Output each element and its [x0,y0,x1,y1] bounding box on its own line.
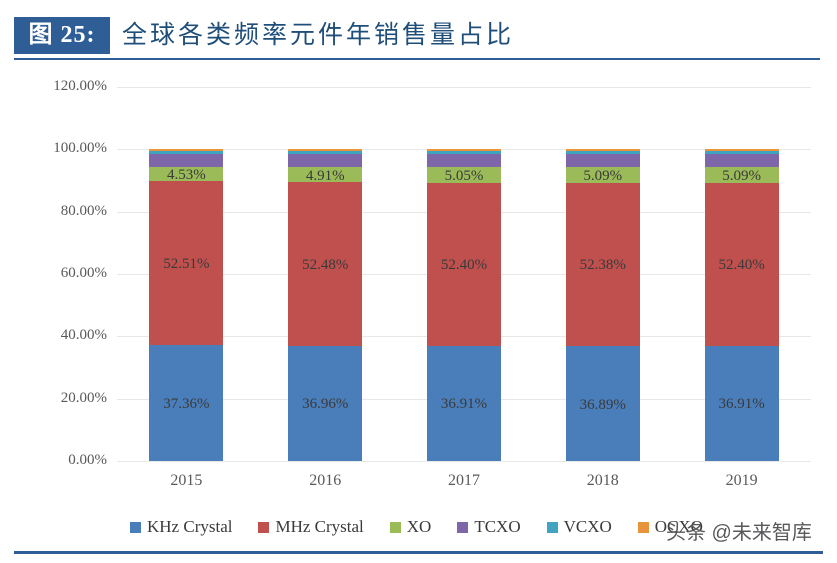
bar-segment[interactable] [427,154,501,167]
bar-column[interactable]: 36.89% 52.38% 5.09% [565,87,640,461]
legend-swatch-icon [546,521,558,533]
watermark-text: 头条 @未来智库 [666,522,812,544]
bar-column[interactable]: 37.36% 52.51% 4.53% [149,87,224,461]
bar-segment[interactable] [288,182,363,346]
bar-segment[interactable] [565,149,640,151]
x-axis-tick-label: 2017 [448,472,480,489]
bar-segment[interactable] [149,166,224,181]
bar-segment[interactable] [427,345,501,461]
legend-label: XO [406,517,432,536]
y-axis-tick-label: 20.00% [60,389,107,406]
bar-segment[interactable] [565,346,640,461]
bar-segment[interactable] [427,166,501,183]
legend-label: OCXO [654,517,703,536]
legend-label: VCXO [563,517,612,536]
bar-segment[interactable] [288,166,363,183]
chart-gridline [117,461,811,462]
x-axis-tick-label: 2015 [170,472,203,489]
legend-swatch-icon [258,521,270,533]
bar-segment[interactable] [427,182,501,346]
bar-segment[interactable] [149,344,224,461]
legend-item[interactable]: KHz Crystal [130,517,232,537]
y-axis-tick-label: 40.00% [60,327,107,344]
y-axis-tick-label: 100.00% [53,140,107,157]
legend-label: MHz Crystal [275,517,364,536]
legend-item[interactable]: TCXO [457,517,521,537]
chart-legend: KHz Crystal MHz Crystal XO TCXO VCXO OCXO [130,516,729,538]
plot-area: 37.36% 52.51% 4.53% 36.96% 52.48% 4.91% 36.91%… [117,87,811,462]
bar-segment[interactable] [288,150,363,155]
legend-item[interactable]: VCXO [546,517,612,537]
chart-gridline [117,87,811,88]
bar-segment[interactable] [704,166,779,183]
figure-number-badge: 图 25: [14,17,110,54]
bar-segment[interactable] [149,149,224,151]
figure-title-row: 图 25: 全球各类频率元件年销售量占比 [14,17,814,54]
legend-swatch-icon [389,521,401,533]
y-axis-tick-label: 120.00% [53,78,107,94]
bar-segment[interactable] [704,150,779,154]
page-title: 全球各类频率元件年销售量占比 [122,22,515,49]
bar-segment[interactable] [149,150,224,155]
legend-item[interactable]: XO [389,517,432,537]
bar-column[interactable]: 36.91% 52.40% 5.09% [704,87,779,461]
bar-segment[interactable] [704,182,779,346]
bar-segment[interactable] [565,154,640,167]
bar-segment[interactable] [288,345,363,461]
bar-segment[interactable] [427,149,501,151]
x-axis-tick-label: 2019 [725,472,758,489]
y-axis-tick-label: 0.00% [68,452,107,468]
x-axis-tick-label: 2018 [586,472,619,489]
legend-label: KHz Crystal [147,517,233,536]
y-axis-tick-label: 80.00% [60,202,107,219]
y-axis-tick-labels: 0.00% 20.00% 40.00% 60.00% 80.00% 100.00% 120.… [12,78,107,468]
legend-swatch-icon [457,521,469,533]
legend-label: TCXO [474,517,521,536]
bar-segment[interactable] [704,345,779,461]
bar-segment[interactable] [565,150,640,155]
legend-item[interactable]: MHz Crystal [258,517,364,537]
bar-segment[interactable] [149,180,224,345]
legend-item[interactable]: OCXO [637,517,703,537]
bar-segment[interactable] [149,154,224,167]
bar-segment[interactable] [704,154,779,167]
bar-segment[interactable] [288,154,363,167]
legend-swatch-icon [130,521,141,533]
bar-segment[interactable] [565,182,640,347]
bar-segment[interactable] [565,166,640,183]
bar-segment[interactable] [288,149,363,151]
bar-column[interactable]: 36.91% 52.40% 5.05% [427,87,501,461]
y-axis-tick-label: 60.00% [60,265,107,281]
figure-number-label: 图 25: [28,22,96,48]
title-divider [14,58,820,60]
bar-segment[interactable] [704,149,779,151]
legend-swatch-icon [637,521,649,533]
footer-divider [14,551,823,554]
x-axis-tick-label: 2016 [309,472,342,489]
bar-segment[interactable] [427,150,501,155]
bar-column[interactable]: 36.96% 52.48% 4.91% [288,87,363,461]
